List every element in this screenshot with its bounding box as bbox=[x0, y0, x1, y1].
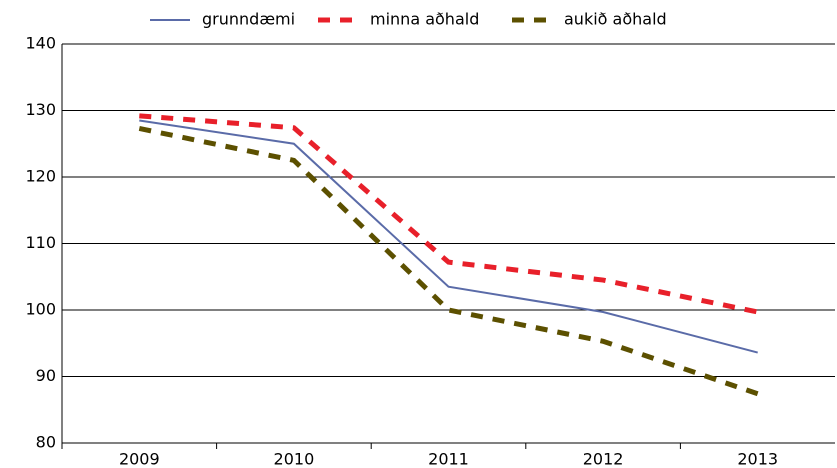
series-line bbox=[139, 113, 759, 315]
y-tick-label: 120 bbox=[25, 167, 56, 186]
x-tick-label: 2012 bbox=[583, 450, 624, 468]
y-tick-label: 130 bbox=[25, 100, 56, 119]
y-tick-label: 140 bbox=[25, 34, 56, 53]
x-tick-label: 2009 bbox=[119, 450, 160, 468]
y-tick-label: 100 bbox=[25, 300, 56, 319]
series-line bbox=[139, 119, 758, 354]
y-tick-label: 80 bbox=[36, 433, 56, 452]
x-tick-label: 2011 bbox=[428, 450, 469, 468]
legend-label: aukið aðhald bbox=[564, 10, 667, 29]
legend-label: grunndæmi bbox=[202, 10, 295, 29]
y-tick-label: 110 bbox=[25, 233, 56, 252]
x-tick-label: 2010 bbox=[274, 450, 315, 468]
legend-label: minna aðhald bbox=[370, 10, 479, 29]
y-tick-label: 90 bbox=[36, 366, 56, 385]
x-tick-label: 2013 bbox=[737, 450, 778, 468]
